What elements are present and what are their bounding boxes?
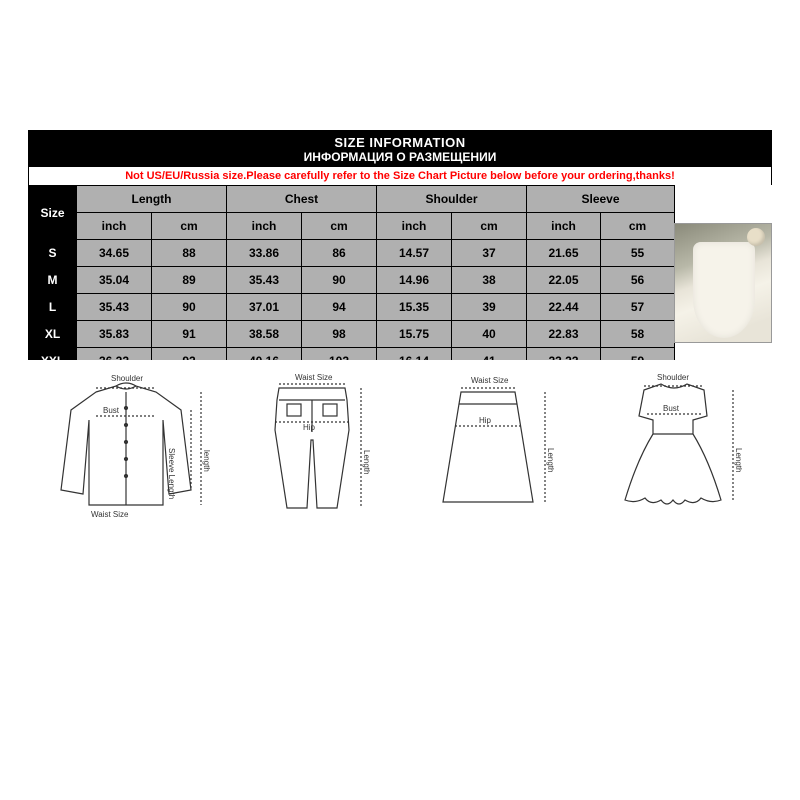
cell: 39 (452, 294, 527, 321)
warning-text: Not US/EU/Russia size.Please carefully r… (28, 167, 772, 185)
cell: 86 (302, 240, 377, 267)
size-s: S (29, 240, 77, 267)
col-chest: Chest (227, 186, 377, 213)
diagram-dress: Shoulder Bust Length (589, 370, 759, 520)
header-row-1: Size Length Chest Shoulder Sleeve (29, 186, 675, 213)
cell: 35.83 (77, 321, 152, 348)
unit-cm: cm (452, 213, 527, 240)
size-l: L (29, 294, 77, 321)
size-chart-container: SIZE INFORMATION ИНФОРМАЦИЯ О РАЗМЕЩЕНИИ… (28, 130, 772, 375)
cell: 35.43 (77, 294, 152, 321)
cell: 38.58 (227, 321, 302, 348)
label-length: Length (734, 448, 743, 472)
unit-inch: inch (527, 213, 601, 240)
cell: 22.05 (527, 267, 601, 294)
cell: 14.57 (377, 240, 452, 267)
size-table: Size Length Chest Shoulder Sleeve inch c… (28, 185, 675, 375)
cell: 37.01 (227, 294, 302, 321)
unit-inch: inch (77, 213, 152, 240)
cell: 38 (452, 267, 527, 294)
label-length: Length (546, 448, 555, 472)
row-xl: XL 35.83 91 38.58 98 15.75 40 22.83 58 (29, 321, 675, 348)
cell: 88 (152, 240, 227, 267)
label-sleeve: Sleeve Length (167, 448, 176, 499)
unit-inch: inch (377, 213, 452, 240)
title-line-1: SIZE INFORMATION (29, 135, 771, 150)
label-bust: Bust (103, 406, 120, 415)
col-sleeve: Sleeve (527, 186, 675, 213)
row-s: S 34.65 88 33.86 86 14.57 37 21.65 55 (29, 240, 675, 267)
cell: 91 (152, 321, 227, 348)
row-l: L 35.43 90 37.01 94 15.35 39 22.44 57 (29, 294, 675, 321)
cell: 94 (302, 294, 377, 321)
cell: 89 (152, 267, 227, 294)
cell: 22.44 (527, 294, 601, 321)
label-waist: Waist Size (91, 510, 129, 519)
cell: 34.65 (77, 240, 152, 267)
col-length: Length (77, 186, 227, 213)
cell: 33.86 (227, 240, 302, 267)
unit-cm: cm (601, 213, 675, 240)
unit-cm: cm (152, 213, 227, 240)
cell: 15.35 (377, 294, 452, 321)
cell: 37 (452, 240, 527, 267)
cell: 15.75 (377, 321, 452, 348)
label-shoulder: Shoulder (657, 373, 689, 382)
col-shoulder: Shoulder (377, 186, 527, 213)
label-length: length (202, 450, 211, 472)
label-hip: Hip (303, 423, 316, 432)
unit-inch: inch (227, 213, 302, 240)
cell: 57 (601, 294, 675, 321)
unit-cm: cm (302, 213, 377, 240)
label-shoulder: Shoulder (111, 374, 143, 383)
label-length: Length (362, 450, 371, 474)
title-line-2: ИНФОРМАЦИЯ О РАЗМЕЩЕНИИ (29, 150, 771, 164)
label-waist: Waist Size (471, 376, 509, 385)
product-photo (674, 223, 772, 343)
diagram-skirt: Waist Size Hip Length (413, 370, 563, 520)
label-bust: Bust (663, 404, 680, 413)
cell: 35.43 (227, 267, 302, 294)
cell: 14.96 (377, 267, 452, 294)
cell: 55 (601, 240, 675, 267)
size-m: M (29, 267, 77, 294)
measurement-diagrams: Shoulder Bust Sleeve Length length Waist… (28, 360, 772, 530)
cell: 56 (601, 267, 675, 294)
cell: 58 (601, 321, 675, 348)
cell: 90 (152, 294, 227, 321)
diagram-shirt: Shoulder Bust Sleeve Length length Waist… (41, 370, 211, 520)
size-header: Size (29, 186, 77, 240)
cell: 40 (452, 321, 527, 348)
header-row-2: inch cm inch cm inch cm inch cm (29, 213, 675, 240)
label-waist: Waist Size (295, 373, 333, 382)
cell: 98 (302, 321, 377, 348)
size-xl: XL (29, 321, 77, 348)
diagram-pants: Waist Size Hip Length (237, 370, 387, 520)
row-m: M 35.04 89 35.43 90 14.96 38 22.05 56 (29, 267, 675, 294)
cell: 22.83 (527, 321, 601, 348)
label-hip: Hip (479, 416, 492, 425)
title-bar: SIZE INFORMATION ИНФОРМАЦИЯ О РАЗМЕЩЕНИИ (28, 130, 772, 167)
cell: 90 (302, 267, 377, 294)
cell: 21.65 (527, 240, 601, 267)
cell: 35.04 (77, 267, 152, 294)
